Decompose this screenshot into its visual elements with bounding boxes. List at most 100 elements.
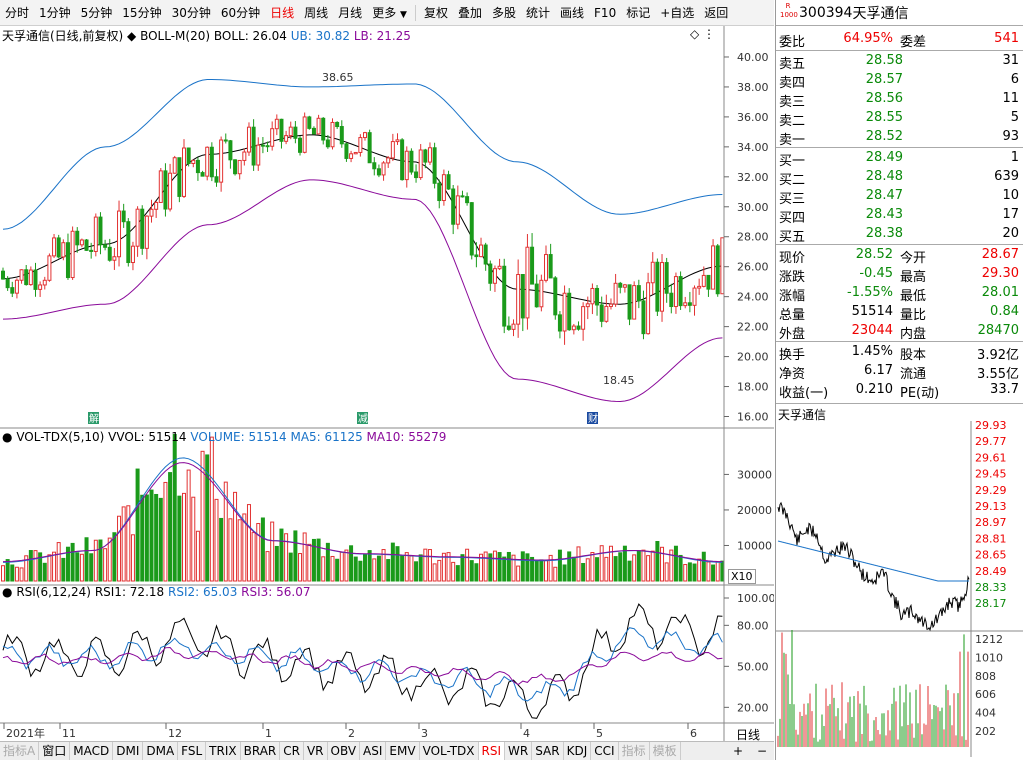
ask-label: 卖四 <box>779 76 806 91</box>
volume-bar <box>42 562 47 582</box>
mark-button[interactable]: 标记 <box>626 5 651 20</box>
tab-emv[interactable]: EMV <box>386 742 420 760</box>
volume-bar <box>209 436 214 582</box>
candle-body <box>61 242 66 258</box>
volume-bar <box>451 561 456 582</box>
intraday-price-tick: 29.61 <box>975 451 1007 464</box>
zoom-out-icon[interactable]: − <box>756 744 768 758</box>
kline-chart[interactable]: 38.6518.45解减财 40.0038.0036.0034.0032.003… <box>0 26 774 741</box>
tab-dma[interactable]: DMA <box>143 742 179 760</box>
stat-row: 涨幅 -1.55% 最低 28.01 <box>776 284 1023 304</box>
candle-body <box>678 276 683 307</box>
volume-bar <box>177 495 182 582</box>
x-period-label: 日线 <box>736 728 761 742</box>
intraday-chart[interactable]: 29.93 29.77 29.61 29.45 29.29 29.13 28.97 28.81… <box>776 421 1023 757</box>
tab-obv[interactable]: OBV <box>328 742 361 760</box>
ask-price: 28.56 <box>865 91 903 106</box>
stat-label: 外盘 <box>779 327 806 342</box>
candle-body <box>692 287 697 306</box>
candle-body <box>697 285 702 289</box>
intraday-price-tick: 28.97 <box>975 516 1007 529</box>
tab-dmi[interactable]: DMI <box>113 742 144 760</box>
ask-row: 卖三 28.56 11 <box>776 90 1023 110</box>
bid-row: 买三 28.47 10 <box>776 187 1023 207</box>
overlay-button[interactable]: 叠加 <box>457 5 482 20</box>
period-daily[interactable]: 日线 <box>270 5 295 20</box>
period-30min[interactable]: 30分钟 <box>171 5 211 20</box>
tab-asi[interactable]: ASI <box>360 742 387 760</box>
boll-lb-line <box>2 179 723 403</box>
stat-row: 总量 51514 量比 0.84 <box>776 303 1023 323</box>
weicha-value: 541 <box>994 31 1019 46</box>
period-intraday[interactable]: 分时 <box>5 5 30 20</box>
f10-button[interactable]: F10 <box>594 5 617 20</box>
tab-cci[interactable]: CCI <box>591 742 619 760</box>
volume-bar <box>622 545 627 582</box>
candle-body <box>353 151 358 155</box>
candle-body <box>669 292 674 308</box>
restore-rights-button[interactable]: 复权 <box>423 5 448 20</box>
tab-trix[interactable]: TRIX <box>206 742 241 760</box>
volume-bar <box>585 558 590 582</box>
zoom-in-icon[interactable]: + <box>732 744 744 758</box>
volume-bar <box>288 552 293 582</box>
tab-sar[interactable]: SAR <box>532 742 564 760</box>
volume-value: VOLUME: 51514 <box>190 430 287 444</box>
tab-fsl[interactable]: FSL <box>178 742 207 760</box>
volume-bar <box>61 557 66 582</box>
period-5min[interactable]: 5分钟 <box>80 5 113 20</box>
volume-bar <box>539 559 544 582</box>
tab-kdj[interactable]: KDJ <box>564 742 592 760</box>
candle-body <box>409 150 414 173</box>
ask-volume: 31 <box>1002 53 1019 68</box>
tab-macd[interactable]: MACD <box>70 742 114 760</box>
volume-bar <box>520 551 525 582</box>
candle-body <box>427 147 432 163</box>
multi-stock-button[interactable]: 多股 <box>491 5 516 20</box>
period-monthly[interactable]: 月线 <box>338 5 363 20</box>
pane-settings-icon[interactable]: ◇ ⋮ <box>690 27 716 41</box>
y-tick-label: 34.00 <box>737 141 769 154</box>
intraday-price-tick: 28.33 <box>975 581 1007 594</box>
period-1min[interactable]: 1分钟 <box>39 5 71 20</box>
candle-body <box>571 325 576 331</box>
stat-row: 现价 28.52 今开 28.67 <box>776 246 1023 266</box>
candle-body <box>474 254 479 258</box>
tab-cr[interactable]: CR <box>280 742 304 760</box>
candle-body <box>534 283 539 308</box>
tab-指标a[interactable]: 指标A <box>0 742 40 760</box>
candle-body <box>553 277 558 316</box>
period-weekly[interactable]: 周线 <box>304 5 329 20</box>
more-periods-button[interactable]: 更多 ▼ <box>367 0 412 26</box>
tab-模板[interactable]: 模板 <box>650 742 681 760</box>
tab-brar[interactable]: BRAR <box>241 742 281 760</box>
volume-bar <box>223 481 228 582</box>
volume-bar <box>24 555 29 582</box>
volume-bar <box>474 563 479 582</box>
candle-body <box>14 279 19 294</box>
tab-scroll: + − <box>726 741 774 760</box>
candle-body <box>687 302 692 306</box>
volume-bar <box>534 560 539 582</box>
rsi1-value: RSI1: 72.18 <box>94 585 165 599</box>
volume-bar <box>548 554 553 582</box>
intraday-volume-tick: 1212 <box>975 633 1003 646</box>
add-watchlist-button[interactable]: +自选 <box>660 5 695 20</box>
back-button[interactable]: 返回 <box>704 5 729 20</box>
bid-price: 28.47 <box>865 188 903 203</box>
candle-body <box>228 140 233 161</box>
tab-vol-tdx[interactable]: VOL-TDX <box>420 742 479 760</box>
draw-line-button[interactable]: 画线 <box>560 5 585 20</box>
period-15min[interactable]: 15分钟 <box>122 5 162 20</box>
candle-body <box>367 132 372 164</box>
tab-窗口[interactable]: 窗口 <box>39 742 71 760</box>
tab-rsi[interactable]: RSI <box>478 742 506 760</box>
statistics-button[interactable]: 统计 <box>526 5 551 20</box>
y-tick-label: 40.00 <box>737 51 769 64</box>
tab-vr[interactable]: VR <box>304 742 328 760</box>
tab-指标[interactable]: 指标 <box>619 742 650 760</box>
period-60min[interactable]: 60分钟 <box>220 5 261 20</box>
candle-body <box>19 269 24 281</box>
tab-wr[interactable]: WR <box>505 742 533 760</box>
candle-body <box>451 188 456 225</box>
